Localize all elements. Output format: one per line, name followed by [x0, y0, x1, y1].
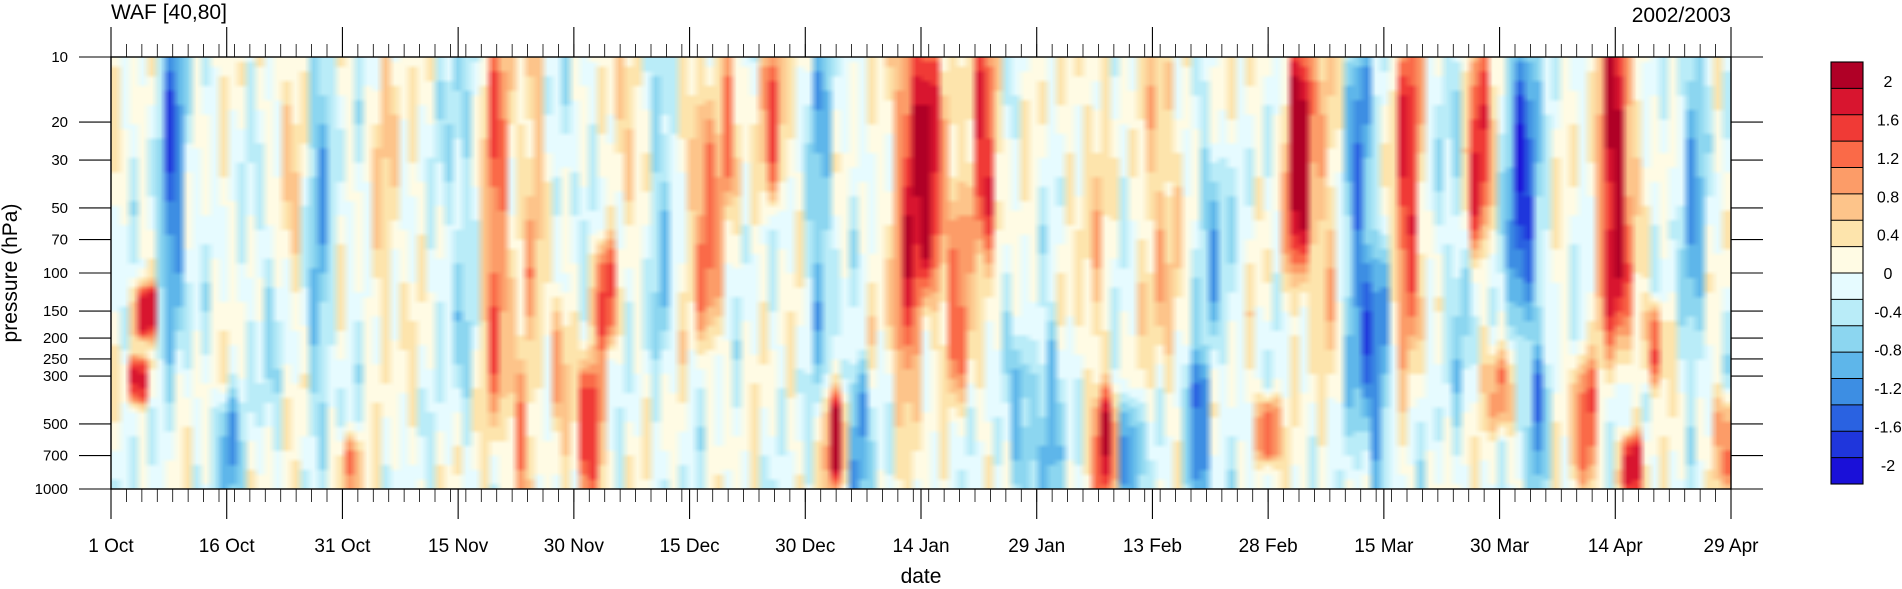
- colorbar-label: -0.4: [1874, 304, 1902, 321]
- colorbar-level: [1831, 325, 1863, 353]
- chart-title-right: 2002/2003: [1632, 4, 1731, 27]
- x-axis-label: date: [901, 565, 942, 588]
- x-tick-label: 13 Feb: [1123, 536, 1182, 557]
- x-axis-tick-labels: 1 Oct 16 Oct 31 Oct 15 Nov 30 Nov 15 Dec 30 De…: [88, 536, 1759, 557]
- y-tick-label: 100: [43, 265, 68, 282]
- y-tick-label: 300: [43, 368, 68, 385]
- colorbar-label: 1.6: [1877, 113, 1899, 130]
- x-tick-label: 30 Dec: [775, 536, 835, 557]
- y-tick-label: 50: [51, 200, 68, 217]
- x-tick-label: 15 Mar: [1354, 536, 1414, 557]
- colorbar-label: -1.6: [1874, 419, 1902, 436]
- x-tick-label: 29 Jan: [1008, 536, 1065, 557]
- colorbar-level: [1831, 273, 1863, 300]
- colorbar-level: [1831, 431, 1863, 459]
- y-tick-label: 30: [51, 152, 68, 169]
- x-tick-label: 15 Dec: [659, 536, 719, 557]
- colorbar-level: [1831, 378, 1863, 406]
- x-tick-label: 14 Apr: [1588, 536, 1644, 557]
- y-tick-label: 700: [43, 448, 68, 465]
- chart-title-left: WAF [40,80]: [111, 1, 227, 24]
- x-tick-label: 28 Feb: [1239, 536, 1298, 557]
- axis-ticks: [79, 27, 1763, 519]
- x-tick-label: 30 Mar: [1470, 536, 1530, 557]
- colorbar-label: 2: [1884, 74, 1893, 91]
- colorbar-level: [1831, 246, 1863, 274]
- colorbar-frame: [1830, 61, 1864, 485]
- y-tick-label: 70: [51, 232, 68, 249]
- colorbar-level: [1831, 88, 1863, 116]
- colorbar-level: [1831, 167, 1863, 195]
- colorbar-label: 0.8: [1877, 189, 1899, 206]
- x-tick-label: 29 Apr: [1704, 536, 1760, 557]
- y-axis-label: pressure (hPa): [0, 204, 22, 343]
- contour-field: [111, 57, 1731, 489]
- y-tick-label: 1000: [35, 481, 68, 498]
- x-tick-label: 15 Nov: [428, 536, 489, 557]
- colorbar-label: 1.2: [1877, 151, 1899, 168]
- plot-frame: [110, 56, 1732, 490]
- y-tick-label: 150: [43, 303, 68, 320]
- colorbar-label: 0.4: [1877, 228, 1899, 245]
- x-tick-label: 14 Jan: [892, 536, 949, 557]
- contour-field-image: [111, 57, 1731, 489]
- y-tick-label: 250: [43, 351, 68, 368]
- colorbar-label: -2: [1881, 458, 1895, 475]
- colorbar-level: [1831, 141, 1863, 168]
- colorbar-level: [1831, 114, 1863, 142]
- x-tick-label: 31 Oct: [314, 536, 371, 557]
- colorbar: [1830, 61, 1864, 485]
- y-tick-label: 500: [43, 416, 68, 433]
- y-tick-label: 200: [43, 330, 68, 347]
- colorbar-label: -0.8: [1874, 343, 1902, 360]
- colorbar-labels: 2 1.6 1.2 0.8 0.4 0 -0.4 -0.8 -1.2 -1.6 -2: [1874, 74, 1902, 475]
- colorbar-label: 0: [1884, 266, 1893, 283]
- colorbar-level: [1831, 62, 1863, 89]
- colorbar-label: -1.2: [1874, 381, 1902, 398]
- colorbar-level: [1831, 220, 1863, 248]
- x-tick-label: 1 Oct: [88, 536, 134, 557]
- x-tick-label: 30 Nov: [544, 536, 605, 557]
- colorbar-level: [1831, 193, 1863, 221]
- colorbar-level: [1831, 299, 1863, 327]
- colorbar-level: [1831, 404, 1863, 432]
- x-tick-label: 16 Oct: [199, 536, 256, 557]
- y-tick-label: 20: [51, 114, 68, 131]
- y-tick-label: 10: [51, 49, 68, 66]
- colorbar-level: [1831, 457, 1863, 485]
- colorbar-level: [1831, 352, 1863, 379]
